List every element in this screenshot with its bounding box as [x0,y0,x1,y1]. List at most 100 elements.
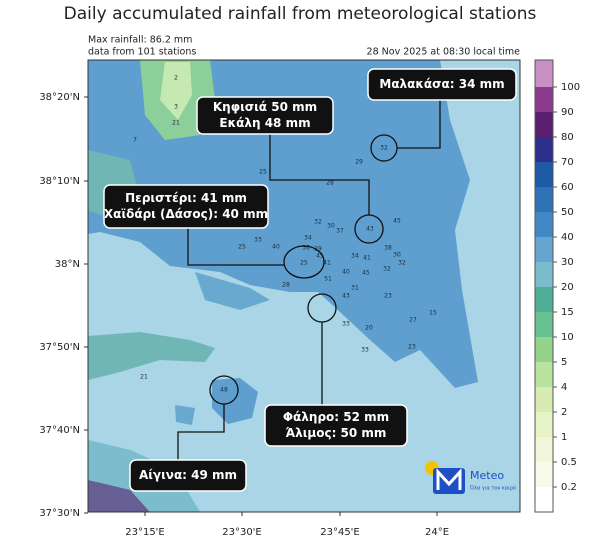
station-value: 25 [300,260,308,267]
title: Daily accumulated rainfall from meteorol… [64,4,537,24]
colorbar-label: 90 [561,107,574,118]
station-value: 33 [361,347,369,354]
station-value: 41 [323,260,331,267]
colorbar-swatch [535,187,553,212]
leader [177,404,225,460]
colorbar-label: 15 [561,307,574,318]
logo-tagline: Όλα για τον καιρό [469,485,516,492]
station-value: 45 [362,270,370,277]
leader [397,100,441,149]
station-value: 51 [324,276,332,283]
colorbar-label: 0.5 [561,457,577,468]
station-value: 23 [408,344,416,351]
colorbar-swatch [535,387,553,412]
station-value: 20 [365,325,373,332]
map [88,60,520,512]
lat-label: 38°N [55,259,80,270]
colorbar-swatch [535,462,553,487]
colorbar-label: 5 [561,357,567,368]
land-lowest [160,62,192,120]
station-value: 48 [220,387,228,394]
colorbar-swatch [535,262,553,287]
colorbar-swatch [535,112,553,137]
callout-lines [177,100,441,460]
colorbar-swatch [535,237,553,262]
callout-text: Εκάλη 48 mm [219,116,310,130]
station-value: 25 [259,169,267,176]
callout-text: Περιστέρι: 41 mm [125,191,247,205]
colorbar-swatch [535,412,553,437]
callout-box [196,96,334,135]
colorbar-label: 80 [561,132,574,143]
station-value: 33 [342,321,350,328]
colorbar-label: 70 [561,157,574,168]
lat-label: 37°40'N [39,425,80,436]
colorbar-swatch [535,312,553,337]
station-value: 28 [282,282,290,289]
callout-text: Άλιμος: 50 mm [286,426,387,440]
callout-box [103,184,269,229]
colorbar-swatch [535,487,553,512]
station-value: 27 [409,317,417,324]
colorbar-label: 1 [561,432,567,443]
callout-text: Φάληρο: 52 mm [283,410,389,424]
colorbar-swatch [535,60,553,87]
timestamp: 28 Nov 2025 at 08:30 local time [367,47,521,58]
colorbar-swatch [535,437,553,462]
land-west [88,332,215,380]
colorbar-label: 20 [561,282,574,293]
colorbar-label: 0.2 [561,482,577,493]
colorbar-label: 10 [561,332,574,343]
station-value: 25 [238,244,246,251]
station-value: 40 [272,244,280,251]
callout-box [129,459,247,492]
lat-label: 38°10'N [39,176,80,187]
station-value: 34 [351,253,359,260]
station-value: 38 [384,245,392,252]
land-attica [88,60,478,388]
station-value: 43 [366,226,374,233]
station-value: 32 [383,266,391,273]
colorbar-swatch [535,137,553,162]
callouts: Μαλακάσα: 34 mm Κηφισιά 50 mm Εκάλη 48 mm Π… [103,68,517,492]
station-value: 23 [384,293,392,300]
station-value: 41 [363,255,371,262]
station-value: 32 [380,145,388,152]
colorbar-swatch [535,337,553,362]
station-value: 31 [351,285,359,292]
station-value: 29 [355,159,363,166]
callout-box [367,68,517,101]
lon-label: 24°E [425,527,449,538]
colorbar-swatch [535,162,553,187]
land-islet [175,405,195,425]
colorbar-label: 40 [561,232,574,243]
station-value: 32 [398,260,406,267]
callout-text: Αίγινα: 49 mm [139,468,237,482]
colorbar-label: 2 [561,407,567,418]
colorbar-label: 60 [561,182,574,193]
colorbar-swatch [535,362,553,387]
colorbar-swatch [535,87,553,112]
station-value: 45 [393,218,401,225]
land-salamis [195,272,270,310]
station-value: 40 [342,269,350,276]
station-value: 30 [393,252,401,259]
callout-text: Μαλακάσα: 34 mm [379,77,504,91]
station-value: 29 [314,246,322,253]
callout-box [264,404,408,447]
station-value: 21 [172,120,180,127]
colorbar-swatch [535,212,553,237]
logo: Meteo Όλα για τον καιρό [425,461,516,494]
lat-label: 37°50'N [39,342,80,353]
station-value: 32 [314,219,322,226]
station-value: 2 [174,75,178,82]
station-value: 30 [327,223,335,230]
logo-name: Meteo [470,469,504,482]
colorbar-frame [534,59,554,513]
lat-label: 38°20'N [39,92,80,103]
callout-text: Χαϊδάρι (Δάσος): 40 mm [104,207,268,221]
station-value: 43 [342,293,350,300]
station-value: 7 [133,137,137,144]
